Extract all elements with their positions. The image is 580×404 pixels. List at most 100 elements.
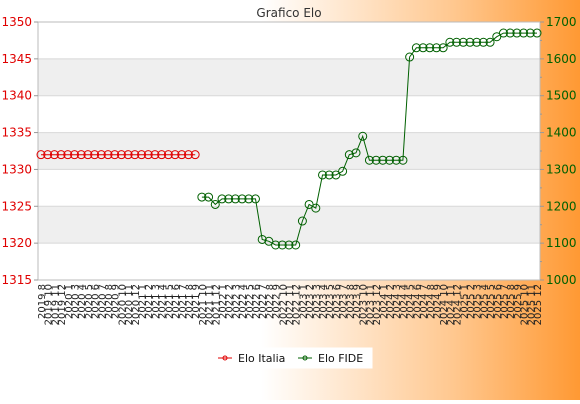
x-axis-label: 2022 5	[245, 284, 256, 319]
data-point-elo-fide	[485, 37, 495, 47]
x-axis-label: 2020 6	[91, 284, 102, 319]
data-point-elo-fide	[304, 199, 314, 209]
x-axis-label: 2021 11	[205, 284, 216, 325]
data-point-elo-fide	[277, 240, 287, 250]
x-axis-label: 2023 8	[345, 284, 356, 319]
chart-title: Grafico Elo	[256, 6, 321, 20]
data-point-elo-fide	[324, 170, 334, 180]
x-axis-label: 2025 1	[459, 284, 470, 319]
data-point-elo-fide	[391, 155, 401, 165]
x-axis-label: 2022 6	[251, 284, 262, 319]
x-axis-label: 2025 7	[499, 284, 510, 319]
data-point-elo-fide	[431, 43, 441, 53]
left-axis-label: 1340	[1, 89, 32, 103]
data-point-elo-fide	[331, 170, 341, 180]
data-point-elo-fide	[418, 43, 428, 53]
data-point-elo-fide	[197, 192, 207, 202]
data-point-elo-fide	[358, 131, 368, 141]
x-axis-label: 2020 7	[97, 284, 108, 319]
data-point-elo-fide	[405, 52, 415, 62]
x-axis-label: 2025 12	[533, 284, 544, 325]
x-axis-label: 2022 1	[218, 284, 229, 319]
data-point-elo-italia	[150, 150, 160, 160]
data-point-elo-fide	[264, 236, 274, 246]
x-axis-label: 2023 11	[365, 284, 376, 325]
x-axis-label: 2025 3	[473, 284, 484, 319]
x-axis-label: 2025 10	[520, 284, 531, 325]
x-axis-label: 2024 4	[399, 284, 410, 319]
x-axis-label: 2021 12	[211, 284, 222, 325]
data-point-elo-italia	[63, 150, 73, 160]
right-axis-label: 1100	[546, 236, 577, 250]
data-point-elo-fide	[505, 28, 515, 38]
x-axis-label: 2022 11	[285, 284, 296, 325]
right-axis-label: 1700	[546, 15, 577, 29]
data-point-elo-italia	[49, 150, 59, 160]
data-point-elo-fide	[364, 155, 374, 165]
data-point-elo-fide	[532, 28, 542, 38]
x-axis-label: 2022 4	[238, 284, 249, 319]
x-axis-label: 2024 10	[439, 284, 450, 325]
x-axis-label: 2023 2	[305, 284, 316, 319]
data-point-elo-fide	[344, 150, 354, 160]
data-point-elo-italia	[123, 150, 133, 160]
data-point-elo-fide	[318, 170, 328, 180]
data-point-elo-fide	[257, 234, 267, 244]
x-axis-label: 2025 9	[513, 284, 524, 319]
x-axis-label: 2020 3	[71, 284, 82, 319]
data-point-elo-fide	[452, 37, 462, 47]
data-point-elo-fide	[445, 37, 455, 47]
data-point-elo-italia	[110, 150, 120, 160]
data-point-elo-fide	[512, 28, 522, 38]
x-axis-label: 2024 5	[406, 284, 417, 319]
data-point-elo-fide	[284, 240, 294, 250]
data-point-elo-fide	[458, 37, 468, 47]
x-axis-label: 2024 12	[453, 284, 464, 325]
data-point-elo-fide	[210, 199, 220, 209]
grid-band	[38, 58, 540, 96]
data-point-elo-fide	[297, 216, 307, 226]
x-axis-label: 2021 1	[138, 284, 149, 319]
x-axis-label: 2021 5	[164, 284, 175, 319]
data-point-elo-fide	[378, 155, 388, 165]
data-point-elo-fide	[338, 166, 348, 176]
legend: Elo Italia Elo FIDE	[211, 347, 373, 369]
data-point-elo-fide	[519, 28, 529, 38]
x-axis-label: 2020 5	[84, 284, 95, 319]
data-point-elo-fide	[351, 148, 361, 158]
data-point-elo-italia	[70, 150, 80, 160]
x-axis-label: 2021 4	[158, 284, 169, 319]
x-axis-label: 2022 2	[225, 284, 236, 319]
data-point-elo-fide	[271, 240, 281, 250]
right-axis-label: 1500	[546, 89, 577, 103]
data-point-elo-fide	[498, 28, 508, 38]
x-axis-label: 2021 7	[178, 284, 189, 319]
x-axis-label: 2019 12	[57, 284, 68, 325]
x-axis-label: 2022 12	[292, 284, 303, 325]
x-axis-label: 2021 6	[171, 284, 182, 319]
data-point-elo-fide	[237, 194, 247, 204]
data-point-elo-italia	[76, 150, 86, 160]
legend-swatch-marker	[302, 355, 308, 361]
x-axis-label: 2024 11	[446, 284, 457, 325]
x-axis-label: 2025 11	[526, 284, 537, 325]
x-axis-label: 2023 5	[325, 284, 336, 319]
left-axis-label: 1350	[1, 15, 32, 29]
data-point-elo-italia	[90, 150, 100, 160]
data-point-elo-fide	[230, 194, 240, 204]
data-point-elo-fide	[478, 37, 488, 47]
data-point-elo-fide	[224, 194, 234, 204]
x-axis-label: 2020 4	[77, 284, 88, 319]
right-axis-label: 1000	[546, 273, 577, 287]
data-point-elo-fide	[492, 32, 502, 42]
data-point-elo-italia	[116, 150, 126, 160]
x-axis-label: 2025 4	[479, 284, 490, 319]
x-axis-label: 2024 6	[412, 284, 423, 319]
x-axis-label: 2023 10	[359, 284, 370, 325]
x-axis-label: 2022 3	[231, 284, 242, 319]
x-axis-label: 2023 4	[319, 284, 330, 319]
x-axis-label: 2025 5	[486, 284, 497, 319]
x-axis-label: 2023 6	[332, 284, 343, 319]
data-point-elo-italia	[143, 150, 153, 160]
